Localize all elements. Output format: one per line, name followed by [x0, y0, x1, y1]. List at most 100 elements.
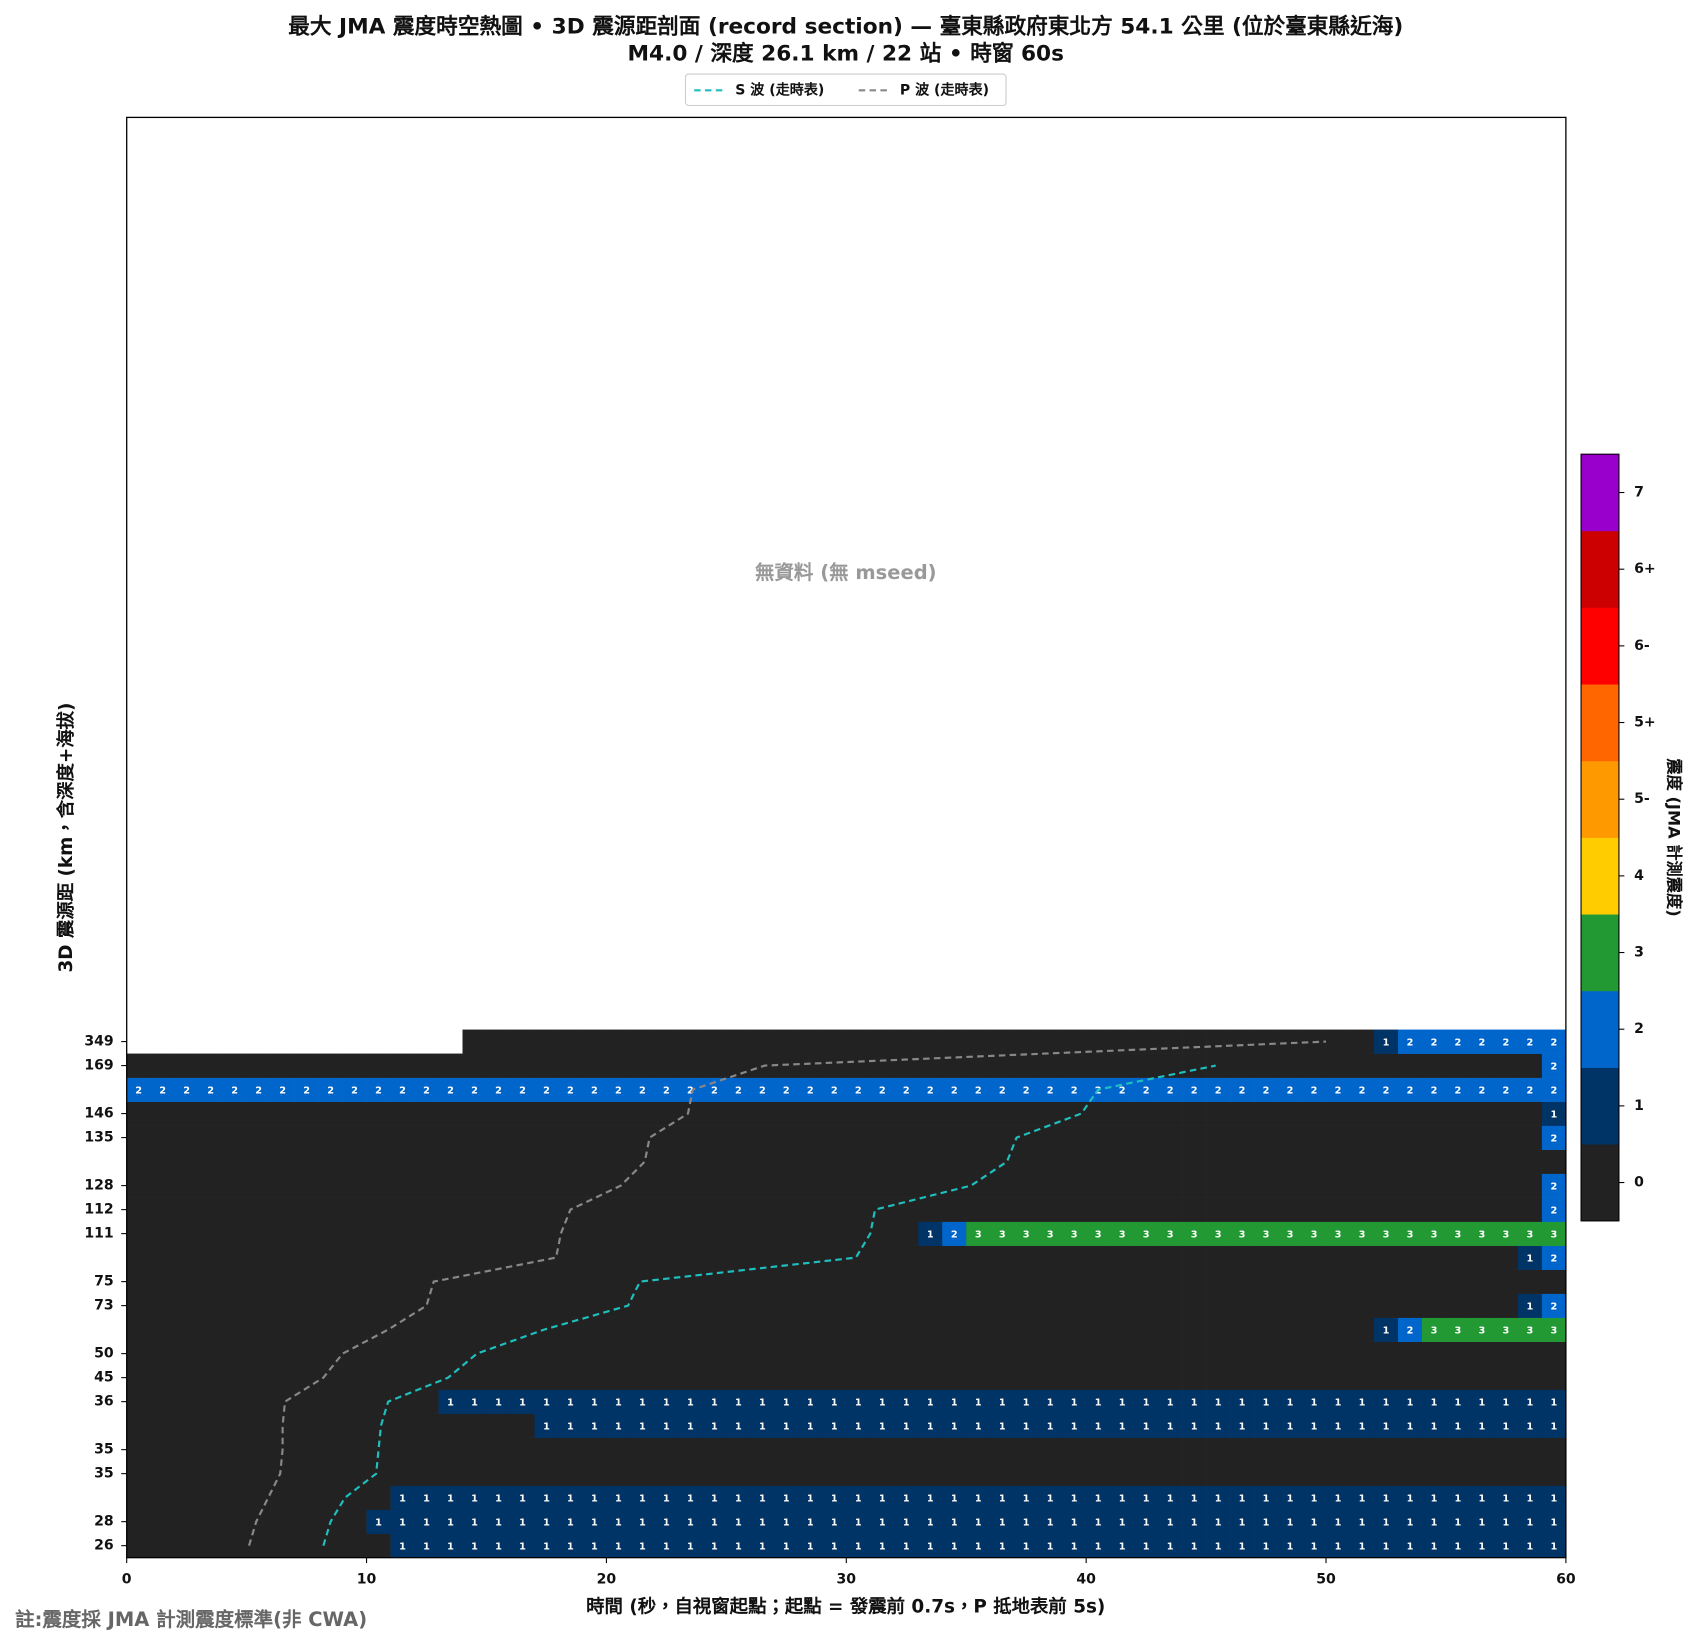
- heat-cell: [918, 1221, 943, 1246]
- heat-cell: [726, 1293, 751, 1318]
- heat-cell: [966, 1389, 991, 1414]
- heat-cell: [510, 1341, 535, 1366]
- heat-cell: [582, 1485, 607, 1510]
- heat-cell: [726, 1389, 751, 1414]
- heat-cell: [798, 1053, 823, 1078]
- heat-cell: [630, 1533, 655, 1558]
- heat-cell: [1038, 1029, 1063, 1054]
- heat-cell: [1134, 1437, 1159, 1462]
- heat-cell: [1350, 1173, 1375, 1198]
- cell-label: 1: [471, 1398, 478, 1409]
- heat-cell: [1158, 1533, 1183, 1558]
- cell-label: 1: [1359, 1542, 1366, 1553]
- heat-cell: [1445, 1509, 1471, 1534]
- heat-cell: [366, 1101, 391, 1126]
- heat-cell: [1469, 1509, 1495, 1534]
- heat-cell: [654, 1173, 679, 1198]
- heat-cell: [1302, 1221, 1327, 1246]
- heat-cell: [630, 1317, 655, 1342]
- colorbar-band: [1581, 760, 1619, 838]
- heat-cell: [1086, 1485, 1111, 1510]
- heat-cell: [1493, 1533, 1519, 1558]
- heat-cell: [1517, 1197, 1543, 1222]
- cell-label: 1: [1071, 1542, 1078, 1553]
- heat-cell: [1517, 1413, 1543, 1438]
- heat-cell: [1158, 1317, 1183, 1342]
- cell-label: 1: [1455, 1542, 1462, 1553]
- heat-cell: [654, 1341, 679, 1366]
- heat-cell: [534, 1077, 559, 1102]
- cell-label: 2: [495, 1086, 502, 1097]
- cell-label: 1: [663, 1494, 670, 1505]
- heat-cell: [606, 1413, 631, 1438]
- heat-cell: [654, 1461, 679, 1486]
- cell-label: 1: [1191, 1542, 1198, 1553]
- cell-label: 1: [639, 1398, 646, 1409]
- heat-cell: [654, 1149, 679, 1174]
- heat-cell: [1158, 1197, 1183, 1222]
- cell-label: 2: [1359, 1086, 1366, 1097]
- heat-cell: [1110, 1149, 1135, 1174]
- heat-cell: [1397, 1533, 1423, 1558]
- heat-cell: [1182, 1413, 1207, 1438]
- cell-label: 1: [1503, 1422, 1510, 1433]
- heat-cell: [654, 1509, 679, 1534]
- heat-cell: [462, 1125, 487, 1150]
- cell-label: 1: [1071, 1398, 1078, 1409]
- cell-label: 1: [687, 1494, 694, 1505]
- heat-cell: [1373, 1341, 1399, 1366]
- heat-cell: [1230, 1341, 1255, 1366]
- heat-cell: [846, 1029, 871, 1054]
- heat-cell: [726, 1365, 751, 1390]
- heat-cell: [1469, 1413, 1495, 1438]
- cell-label: 1: [1191, 1398, 1198, 1409]
- heat-cell: [414, 1533, 439, 1558]
- heat-cell: [318, 1485, 343, 1510]
- heat-cell: [150, 1293, 175, 1318]
- heat-cell: [774, 1101, 799, 1126]
- heat-cell: [198, 1437, 223, 1462]
- heat-cell: [654, 1389, 679, 1414]
- heat-cell: [366, 1317, 391, 1342]
- heat-cell: [630, 1173, 655, 1198]
- heat-cell: [438, 1197, 463, 1222]
- cell-label: 1: [663, 1422, 670, 1433]
- heat-cell: [1206, 1461, 1231, 1486]
- heat-cell: [1541, 1053, 1567, 1078]
- heat-cell: [1206, 1245, 1231, 1270]
- cell-label: 1: [1047, 1494, 1054, 1505]
- heat-cell: [198, 1485, 223, 1510]
- heat-cell: [702, 1413, 727, 1438]
- heat-cell: [390, 1365, 415, 1390]
- cell-label: 1: [639, 1422, 646, 1433]
- heat-cell: [726, 1197, 751, 1222]
- heat-cell: [630, 1509, 655, 1534]
- heat-cell: [1302, 1149, 1327, 1174]
- heat-cell: [222, 1149, 247, 1174]
- heat-cell: [486, 1053, 511, 1078]
- cell-label: 1: [1383, 1494, 1390, 1505]
- heat-cell: [1373, 1509, 1399, 1534]
- heat-cell: [486, 1101, 511, 1126]
- heat-cell: [558, 1533, 583, 1558]
- heat-cell: [1445, 1437, 1471, 1462]
- heat-cell: [750, 1485, 775, 1510]
- heat-cell: [1350, 1197, 1375, 1222]
- heat-cell: [174, 1485, 199, 1510]
- heat-cell: [1326, 1341, 1351, 1366]
- heat-cell: [438, 1149, 463, 1174]
- heat-cell: [246, 1389, 271, 1414]
- travel-time-line: [247, 1040, 1327, 1546]
- heat-cell: [1302, 1293, 1327, 1318]
- heat-cell: [582, 1125, 607, 1150]
- heat-cell: [1278, 1341, 1303, 1366]
- heat-cell: [1421, 1149, 1447, 1174]
- cell-label: 1: [495, 1542, 502, 1553]
- cell-label: 1: [447, 1542, 454, 1553]
- heat-cell: [654, 1533, 679, 1558]
- heat-cell: [606, 1197, 631, 1222]
- heat-cell: [1326, 1173, 1351, 1198]
- chart-subtitle: M4.0 / 深度 26.1 km / 22 站 • 時窗 60s: [628, 41, 1065, 67]
- heat-cell: [510, 1413, 535, 1438]
- heat-cell: [798, 1317, 823, 1342]
